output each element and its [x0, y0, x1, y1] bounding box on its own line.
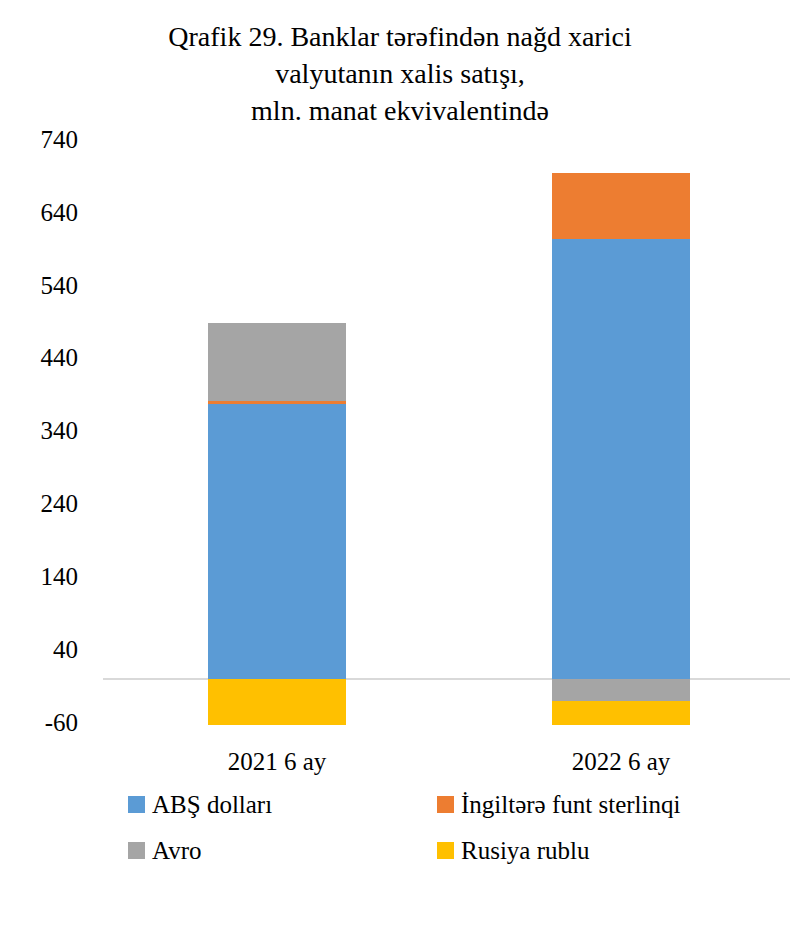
- legend-item: Avro: [128, 837, 437, 883]
- legend-label: Avro: [152, 837, 202, 865]
- y-tick-label: 740: [0, 126, 78, 154]
- bar-segment: [208, 679, 346, 726]
- legend-item: İngiltərə funt sterlinqi: [437, 791, 728, 837]
- legend: ABŞ dolları İngiltərə funt sterlinqi Avro R…: [128, 791, 728, 883]
- y-tick-label: 340: [0, 417, 78, 445]
- legend-swatch: [128, 796, 145, 813]
- y-tick-label: 640: [0, 199, 78, 227]
- legend-swatch: [437, 842, 454, 859]
- y-tick-label: 540: [0, 272, 78, 300]
- chart-title-line-2: valyutanın xalis satışı,: [30, 55, 770, 92]
- bar-segment: [552, 239, 690, 679]
- legend-label: Rusiya rublu: [461, 837, 589, 865]
- y-tick-label: 240: [0, 490, 78, 518]
- bar-segment: [208, 323, 346, 401]
- chart-container: Qrafik 29. Banklar tərəfindən nağd xaric…: [0, 0, 800, 927]
- bar-segment: [552, 173, 690, 239]
- bar-segment: [208, 404, 346, 679]
- chart-title: Qrafik 29. Banklar tərəfindən nağd xaric…: [30, 18, 770, 129]
- y-tick-label: 40: [0, 636, 78, 664]
- legend-label: ABŞ dolları: [152, 791, 272, 819]
- chart-title-line-1: Qrafik 29. Banklar tərəfindən nağd xaric…: [30, 18, 770, 55]
- y-tick-label: 440: [0, 344, 78, 372]
- legend-item: Rusiya rublu: [437, 837, 728, 883]
- category-label: 2021 6 ay: [167, 748, 387, 776]
- chart-title-line-3: mln. manat ekvivalentində: [30, 92, 770, 129]
- legend-item: ABŞ dolları: [128, 791, 437, 837]
- legend-label: İngiltərə funt sterlinqi: [461, 791, 680, 819]
- y-tick-label: 140: [0, 563, 78, 591]
- legend-swatch: [128, 842, 145, 859]
- bar-segment: [552, 679, 690, 701]
- category-label: 2022 6 ay: [511, 748, 731, 776]
- legend-swatch: [437, 796, 454, 813]
- y-tick-label: -60: [0, 709, 78, 737]
- bar-segment: [208, 401, 346, 404]
- bar-segment: [552, 701, 690, 726]
